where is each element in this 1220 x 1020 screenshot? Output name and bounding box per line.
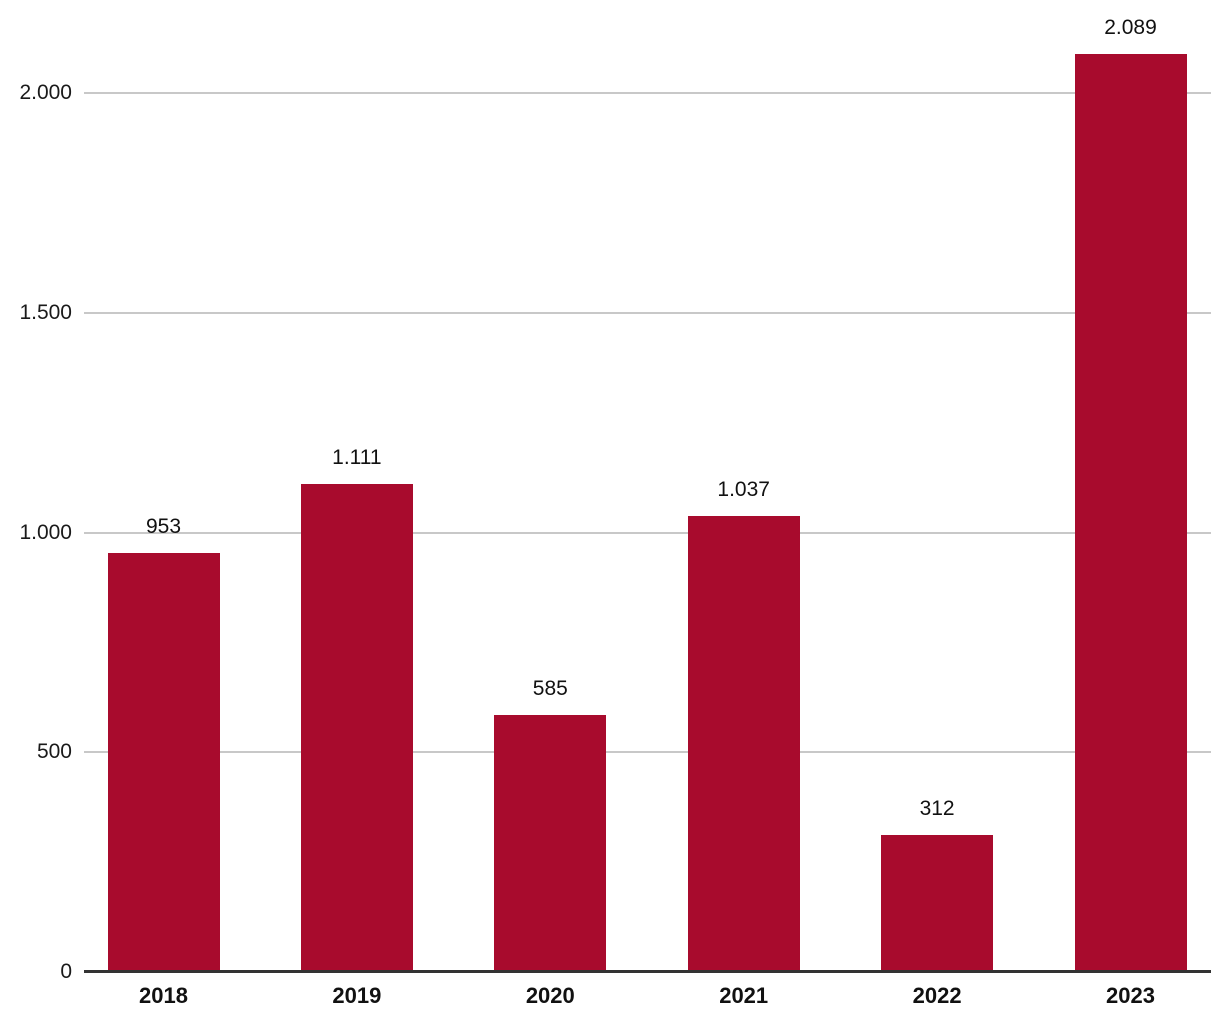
bar-value-label: 953 [145,515,182,539]
y-tick-label: 1.500 [19,300,72,324]
bar [494,714,607,972]
bar-value-label: 312 [919,796,955,820]
x-axis-line [84,970,1211,973]
x-tick-label: 2018 [139,983,188,1008]
bar-value-label: 585 [532,676,568,700]
bar [687,516,800,972]
bar [107,553,220,972]
bar-value-label: 1.111 [332,445,382,469]
bar [881,834,994,972]
gridline [84,92,1211,94]
x-tick-label: 2020 [525,983,575,1008]
gridline [84,311,1211,314]
y-tick-label: 1.000 [19,520,72,544]
gridline [84,751,1211,754]
bar [1074,53,1187,972]
y-tick-label: 0 [60,960,72,983]
x-tick-label: 2021 [719,983,769,1008]
bar-value-label: 2.089 [1104,15,1157,39]
x-tick-label: 2023 [1106,983,1155,1008]
x-tick-label: 2022 [912,983,962,1008]
bar-value-label: 1.037 [717,478,770,502]
x-tick-label: 2019 [332,983,382,1008]
bar [300,483,413,972]
y-tick-label: 2.000 [19,81,72,104]
gridline [84,531,1211,534]
y-tick-label: 500 [36,740,72,764]
